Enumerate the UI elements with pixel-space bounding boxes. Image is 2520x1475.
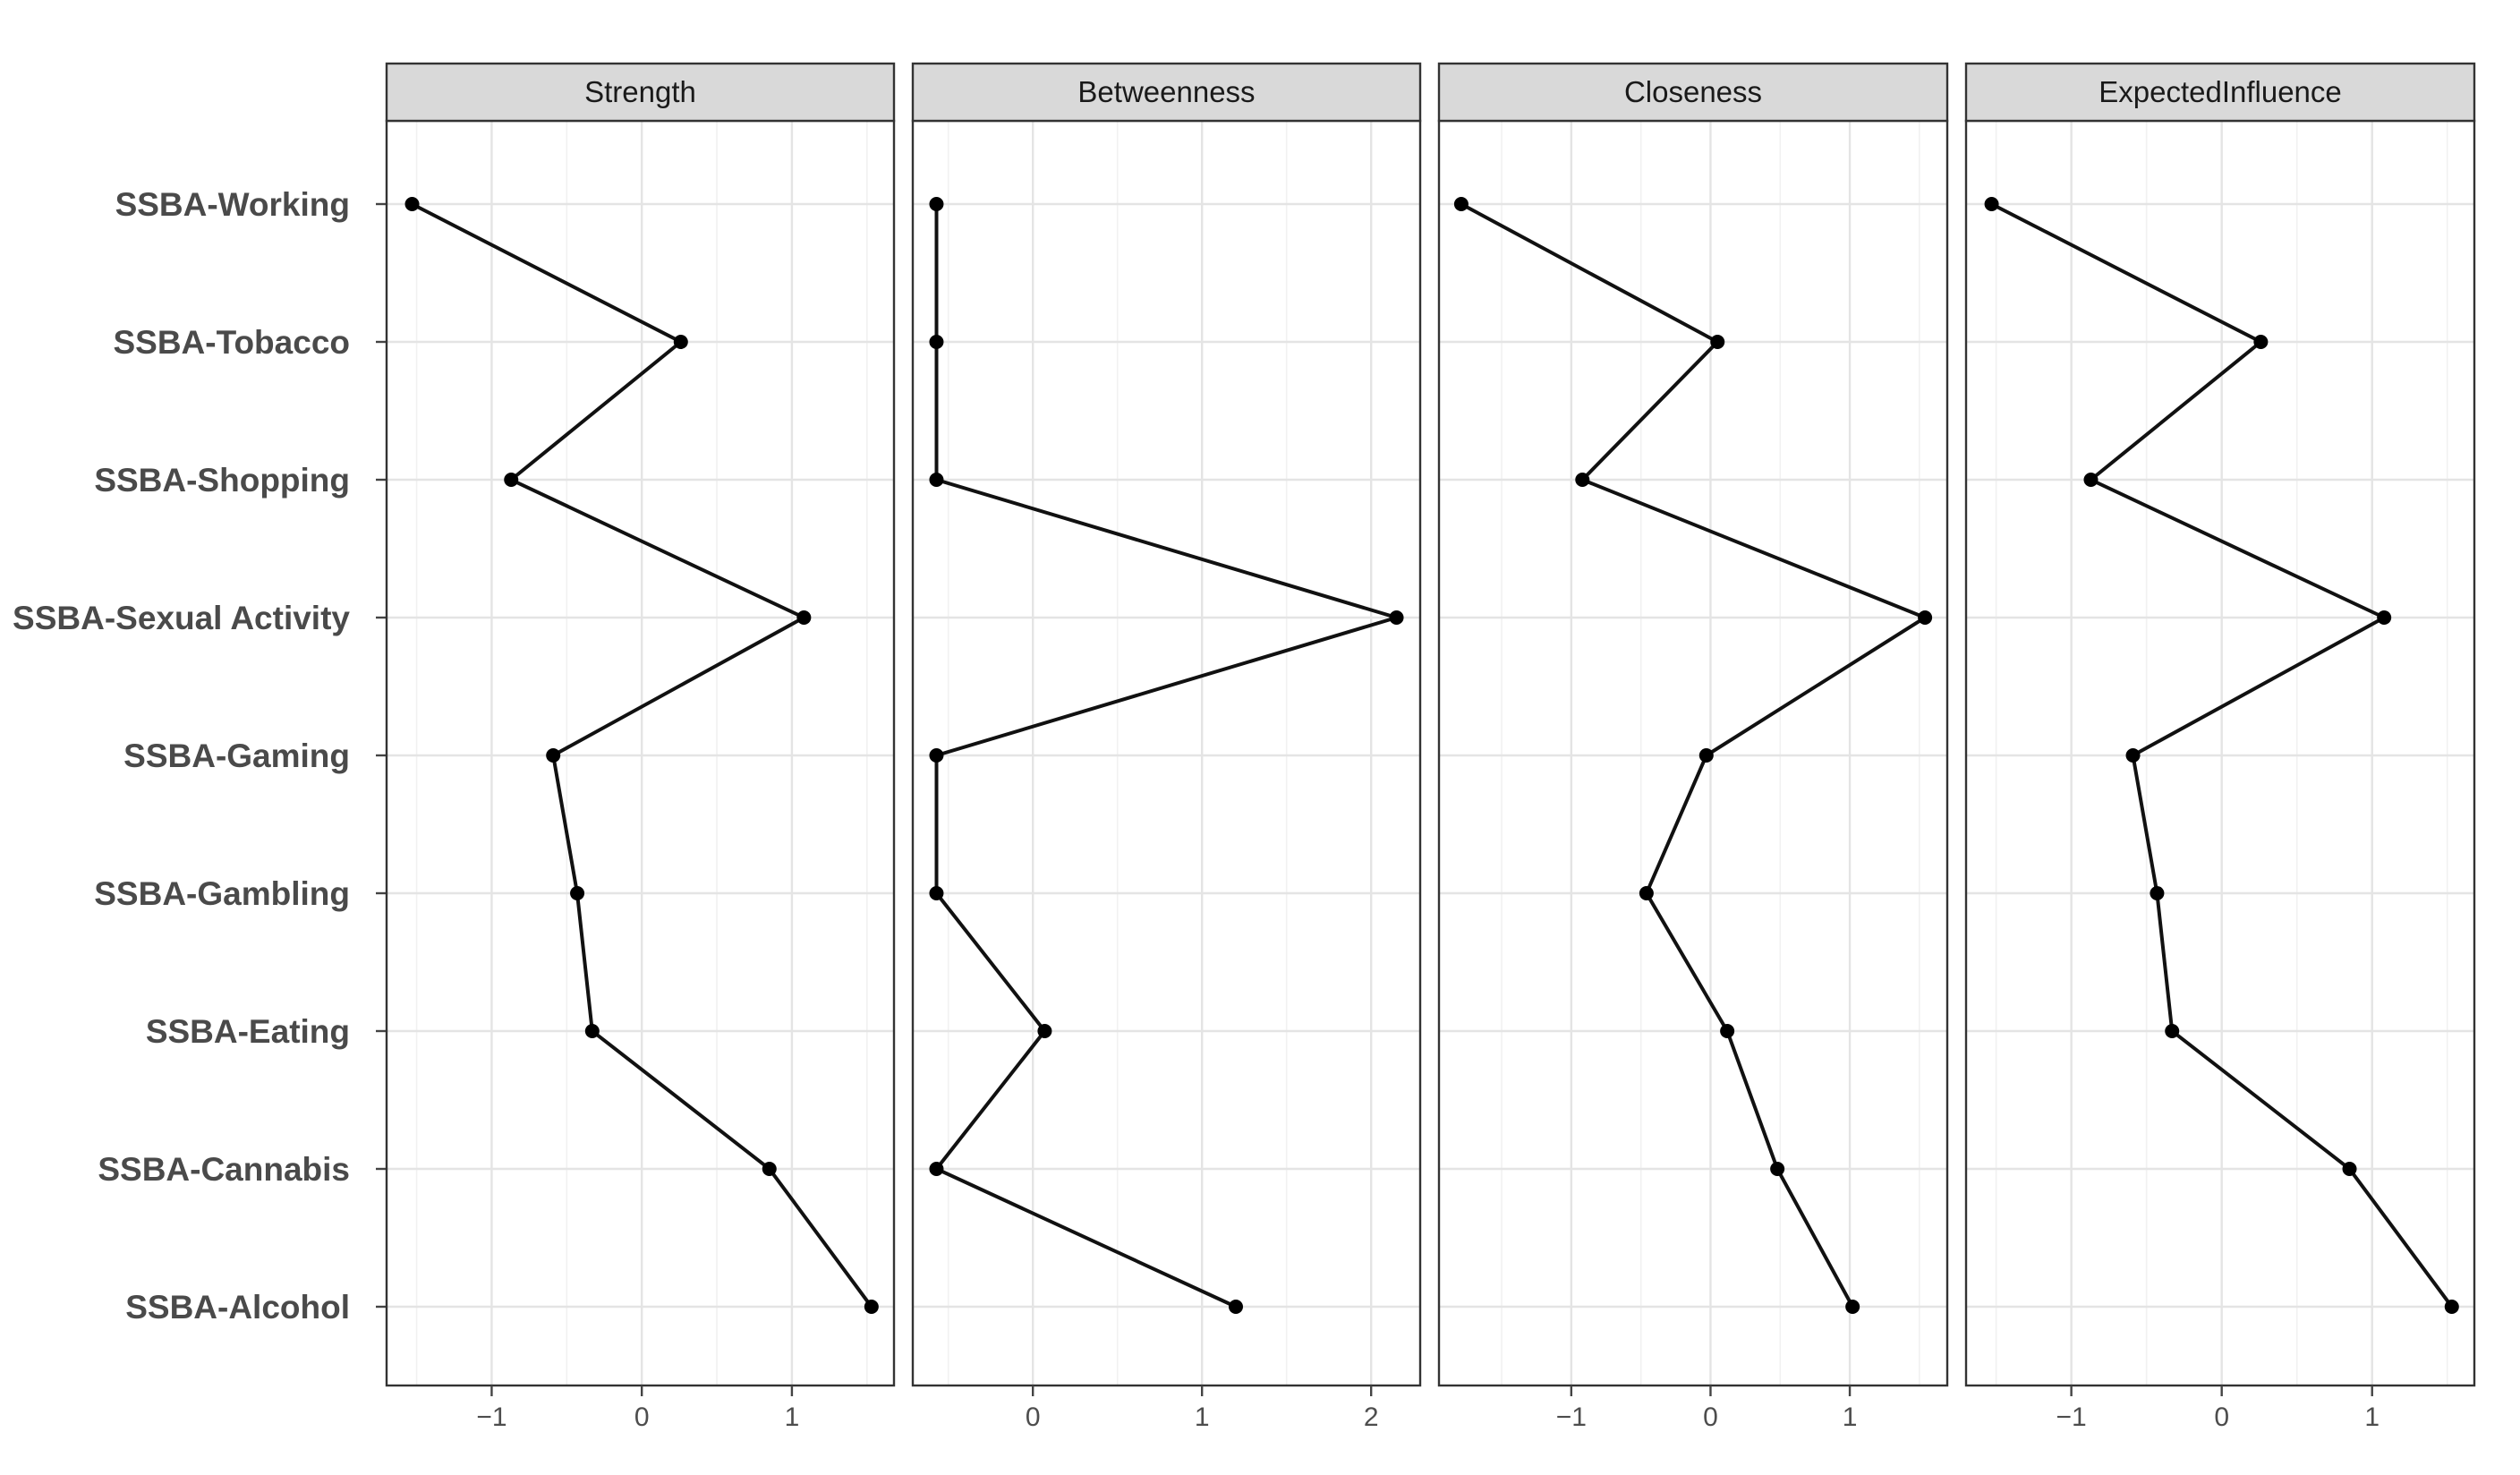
node-label-ssba-shopping: SSBA-Shopping bbox=[94, 462, 350, 499]
data-point-betweenness-ssba-gaming bbox=[929, 748, 944, 763]
node-label-ssba-sexual-activity: SSBA-Sexual Activity bbox=[13, 600, 350, 636]
data-point-betweenness-ssba-gambling bbox=[929, 886, 944, 900]
data-point-expectedinfluence-ssba-alcohol bbox=[2444, 1300, 2459, 1314]
panel-background bbox=[1439, 121, 1947, 1385]
data-point-expectedinfluence-ssba-eating bbox=[2165, 1024, 2180, 1038]
data-point-closeness-ssba-sexual-activity bbox=[1918, 610, 1933, 625]
data-point-expectedinfluence-ssba-cannabis bbox=[2342, 1162, 2357, 1176]
panel-background bbox=[1966, 121, 2474, 1385]
facet-strip bbox=[911, 62, 1422, 123]
data-point-expectedinfluence-ssba-gaming bbox=[2125, 748, 2141, 763]
x-tick-label: 1 bbox=[2364, 1403, 2380, 1432]
panel-background bbox=[387, 121, 894, 1385]
data-point-closeness-ssba-cannabis bbox=[1770, 1162, 1785, 1176]
node-label-ssba-gaming: SSBA-Gaming bbox=[123, 738, 350, 774]
x-tick-label: 0 bbox=[2214, 1403, 2229, 1432]
facet-closeness: Closeness −1 0 1 bbox=[1437, 62, 1949, 1432]
facet-strip bbox=[1437, 62, 1949, 123]
data-point-expectedinfluence-ssba-shopping bbox=[2083, 473, 2099, 487]
node-label-ssba-alcohol: SSBA-Alcohol bbox=[125, 1289, 350, 1326]
facet-title-strength: Strength bbox=[584, 75, 696, 108]
data-point-expectedinfluence-ssba-gambling bbox=[2150, 886, 2165, 900]
node-label-ssba-gambling: SSBA-Gambling bbox=[94, 875, 350, 912]
x-tick-label: −1 bbox=[2056, 1403, 2087, 1432]
panel-background bbox=[913, 121, 1420, 1385]
data-point-betweenness-ssba-sexual-activity bbox=[1389, 610, 1404, 625]
x-tick-label: 0 bbox=[1026, 1403, 1041, 1432]
data-point-betweenness-ssba-tobacco bbox=[929, 335, 944, 349]
data-point-closeness-ssba-shopping bbox=[1575, 473, 1590, 487]
facet-expected-influence: ExpectedInfluence −1 0 1 bbox=[1964, 62, 2476, 1432]
data-point-strength-ssba-eating bbox=[584, 1024, 600, 1038]
facet-strength: Strength −1 0 1 bbox=[385, 62, 896, 1432]
x-tick-label: 0 bbox=[1703, 1403, 1718, 1432]
data-point-strength-ssba-alcohol bbox=[864, 1300, 879, 1314]
x-tick-label: 2 bbox=[1364, 1403, 1379, 1432]
data-point-betweenness-ssba-eating bbox=[1037, 1024, 1052, 1038]
data-point-closeness-ssba-alcohol bbox=[1845, 1300, 1860, 1314]
facet-title-betweenness: Betweenness bbox=[1077, 75, 1255, 108]
data-point-betweenness-ssba-cannabis bbox=[929, 1162, 944, 1176]
data-point-closeness-ssba-gambling bbox=[1639, 886, 1654, 900]
data-point-strength-ssba-cannabis bbox=[762, 1162, 777, 1176]
data-point-strength-ssba-sexual-activity bbox=[796, 610, 812, 625]
node-label-ssba-eating: SSBA-Eating bbox=[146, 1013, 350, 1050]
data-point-strength-ssba-gaming bbox=[546, 748, 561, 763]
data-point-expectedinfluence-ssba-working bbox=[1984, 197, 1999, 211]
node-label-ssba-tobacco: SSBA-Tobacco bbox=[113, 324, 350, 361]
data-point-closeness-ssba-working bbox=[1453, 197, 1469, 211]
data-point-expectedinfluence-ssba-tobacco bbox=[2253, 335, 2269, 349]
facet-title-closeness: Closeness bbox=[1624, 75, 1762, 108]
data-point-strength-ssba-shopping bbox=[504, 473, 519, 487]
data-point-closeness-ssba-gaming bbox=[1698, 748, 1714, 763]
data-point-betweenness-ssba-shopping bbox=[929, 473, 944, 487]
facet-betweenness: Betweenness 0 1 2 bbox=[911, 62, 1422, 1432]
facet-strip bbox=[385, 62, 896, 123]
x-tick-label: −1 bbox=[476, 1403, 507, 1432]
facet-strip bbox=[1964, 62, 2476, 123]
node-label-ssba-working: SSBA-Working bbox=[115, 186, 350, 223]
x-tick-label: 0 bbox=[634, 1403, 650, 1432]
facet-title-expectedinfluence: ExpectedInfluence bbox=[2099, 75, 2342, 108]
data-point-closeness-ssba-tobacco bbox=[1710, 335, 1725, 349]
node-label-ssba-cannabis: SSBA-Cannabis bbox=[98, 1151, 350, 1188]
data-point-betweenness-ssba-alcohol bbox=[1228, 1300, 1243, 1314]
x-tick-label: 1 bbox=[1195, 1403, 1210, 1432]
data-point-closeness-ssba-eating bbox=[1720, 1024, 1735, 1038]
data-point-strength-ssba-gambling bbox=[570, 886, 585, 900]
data-point-strength-ssba-tobacco bbox=[673, 335, 688, 349]
node-labels: SSBA-Working SSBA-Tobacco SSBA-Shopping SSB… bbox=[13, 186, 387, 1326]
data-point-betweenness-ssba-working bbox=[929, 197, 944, 211]
data-point-strength-ssba-working bbox=[404, 197, 420, 211]
x-tick-label: −1 bbox=[1556, 1403, 1587, 1432]
data-point-expectedinfluence-ssba-sexual-activity bbox=[2377, 610, 2392, 625]
x-tick-label: 1 bbox=[1843, 1403, 1858, 1432]
x-tick-label: 1 bbox=[785, 1403, 800, 1432]
